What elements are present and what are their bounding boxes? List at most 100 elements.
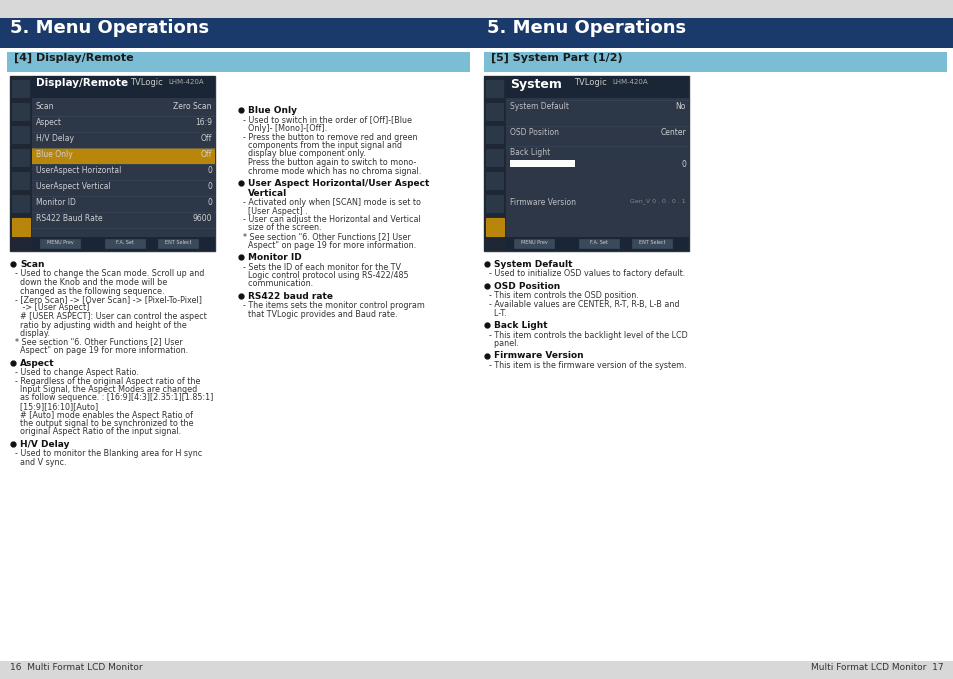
Text: - This item controls the backlight level of the LCD: - This item controls the backlight level… — [489, 331, 687, 340]
Bar — [483, 76, 505, 251]
Bar — [0, 661, 953, 679]
Bar — [510, 160, 575, 167]
Bar — [0, 661, 953, 679]
Text: UserAspect Vertical: UserAspect Vertical — [36, 182, 111, 191]
Text: OSD Position: OSD Position — [494, 282, 559, 291]
Text: - Used to change the Scan mode. Scroll up and: - Used to change the Scan mode. Scroll u… — [15, 270, 204, 278]
Bar — [485, 80, 503, 98]
Text: LHM-420A: LHM-420A — [612, 79, 647, 85]
Text: * See section "6. Other Functions [2] User: * See section "6. Other Functions [2] Us… — [243, 232, 411, 241]
Text: the output signal to be synchronized to the: the output signal to be synchronized to … — [15, 419, 193, 428]
Bar — [12, 218, 30, 236]
Text: H/V Delay: H/V Delay — [36, 134, 74, 143]
Bar — [485, 149, 503, 167]
Text: ratio by adjusting width and height of the: ratio by adjusting width and height of t… — [15, 320, 187, 329]
Text: - Activated only when [SCAN] mode is set to: - Activated only when [SCAN] mode is set… — [243, 198, 420, 207]
Text: L-T.: L-T. — [489, 308, 506, 318]
Text: 5. Menu Operations: 5. Menu Operations — [486, 19, 685, 37]
Text: communication.: communication. — [243, 280, 313, 289]
Text: Back Light: Back Light — [510, 148, 550, 157]
Text: - The items sets the monitor control program: - The items sets the monitor control pro… — [243, 301, 424, 310]
Text: as follow sequence. : [16:9][4:3][2.35:1][1.85:1]: as follow sequence. : [16:9][4:3][2.35:1… — [15, 394, 213, 403]
Text: Aspect" on page 19 for more information.: Aspect" on page 19 for more information. — [243, 240, 416, 249]
Bar — [514, 239, 554, 248]
Bar — [578, 239, 618, 248]
Bar — [158, 239, 198, 248]
Bar — [505, 76, 688, 98]
Bar — [483, 76, 688, 251]
Text: Only]- [Mono]-[Off].: Only]- [Mono]-[Off]. — [243, 124, 327, 133]
Text: display blue component only.: display blue component only. — [243, 149, 365, 158]
Text: Zero Scan: Zero Scan — [173, 102, 212, 111]
Text: RS422 Baud Rate: RS422 Baud Rate — [36, 214, 103, 223]
Text: - Used to initialize OSD values to factory default.: - Used to initialize OSD values to facto… — [489, 270, 684, 278]
Bar — [12, 80, 30, 98]
Bar — [476, 18, 953, 48]
Text: Blue Only: Blue Only — [36, 150, 72, 159]
Text: and V sync.: and V sync. — [15, 458, 67, 467]
Bar — [505, 237, 688, 251]
Text: * See section "6. Other Functions [2] User: * See section "6. Other Functions [2] Us… — [15, 337, 183, 346]
Bar — [32, 148, 214, 164]
Text: Back Light: Back Light — [494, 321, 547, 330]
Bar — [12, 126, 30, 144]
Text: chrome mode which has no chroma signal.: chrome mode which has no chroma signal. — [243, 166, 421, 175]
Text: - Available values are CENTER, R-T, R-B, L-B and: - Available values are CENTER, R-T, R-B,… — [489, 300, 679, 309]
Text: MENU Prev: MENU Prev — [520, 240, 547, 245]
Text: components from the input signal and: components from the input signal and — [243, 141, 401, 150]
Text: that TVLogic provides and Baud rate.: that TVLogic provides and Baud rate. — [243, 310, 397, 319]
Text: TVLogic: TVLogic — [574, 78, 606, 87]
Text: changed as the following sequence.: changed as the following sequence. — [15, 287, 164, 295]
Text: Aspect" on page 19 for more information.: Aspect" on page 19 for more information. — [15, 346, 188, 355]
Text: Vertical: Vertical — [248, 189, 287, 198]
Bar — [12, 103, 30, 121]
Text: H/V Delay: H/V Delay — [20, 440, 70, 449]
Text: [User Aspect] .: [User Aspect] . — [243, 206, 308, 215]
Text: - User can adjust the Horizontal and Vertical: - User can adjust the Horizontal and Ver… — [243, 215, 420, 224]
Text: System Default: System Default — [510, 102, 568, 111]
Text: - [Zero Scan] -> [Over Scan] -> [Pixel-To-Pixel]: - [Zero Scan] -> [Over Scan] -> [Pixel-T… — [15, 295, 202, 304]
Text: No: No — [675, 102, 685, 111]
Bar — [0, 18, 476, 48]
Text: - Press the button to remove red and green: - Press the button to remove red and gre… — [243, 132, 417, 141]
Text: System: System — [510, 78, 561, 91]
Bar — [485, 218, 503, 236]
Text: 9600: 9600 — [193, 214, 212, 223]
Text: - This item controls the OSD position.: - This item controls the OSD position. — [489, 291, 639, 301]
Text: panel.: panel. — [489, 339, 518, 348]
Text: - This item is the firmware version of the system.: - This item is the firmware version of t… — [489, 361, 686, 370]
Text: RS422 baud rate: RS422 baud rate — [248, 292, 333, 301]
Bar — [32, 237, 214, 251]
Text: - Used to switch in the order of [Off]-[Blue: - Used to switch in the order of [Off]-[… — [243, 115, 412, 124]
Bar — [0, 0, 953, 18]
Bar — [12, 218, 30, 236]
Bar — [12, 149, 30, 167]
Text: System Default: System Default — [494, 260, 572, 269]
Text: Input Signal, the Aspect Modes are changed: Input Signal, the Aspect Modes are chang… — [15, 385, 197, 394]
Bar — [12, 172, 30, 190]
Bar — [32, 76, 214, 98]
Text: LHM-420A: LHM-420A — [168, 79, 203, 85]
Text: 0: 0 — [207, 166, 212, 175]
Bar — [485, 103, 503, 121]
Text: Aspect: Aspect — [36, 118, 62, 127]
Text: Monitor ID: Monitor ID — [36, 198, 76, 207]
Text: down the Knob and the mode will be: down the Knob and the mode will be — [15, 278, 167, 287]
Text: original Aspect Ratio of the input signal.: original Aspect Ratio of the input signa… — [15, 428, 181, 437]
Text: - Used to monitor the Blanking area for H sync: - Used to monitor the Blanking area for … — [15, 449, 202, 458]
Text: 0: 0 — [207, 198, 212, 207]
Text: [5] System Part (1/2): [5] System Part (1/2) — [491, 53, 622, 63]
Text: Center: Center — [659, 128, 685, 137]
Bar — [485, 126, 503, 144]
Bar — [10, 76, 214, 251]
Text: Gen_V 0 . 0 . 0 . 1: Gen_V 0 . 0 . 0 . 1 — [630, 198, 685, 204]
Text: 16:9: 16:9 — [194, 118, 212, 127]
Bar — [40, 239, 80, 248]
Text: [15:9][16:10][Auto]: [15:9][16:10][Auto] — [15, 402, 98, 411]
Text: Firmware Version: Firmware Version — [494, 352, 583, 361]
Bar — [485, 218, 503, 236]
Bar — [105, 239, 145, 248]
Text: [4] Display/Remote: [4] Display/Remote — [14, 53, 133, 63]
Text: ENT Select: ENT Select — [639, 240, 664, 245]
Text: MENU Prev: MENU Prev — [47, 240, 73, 245]
